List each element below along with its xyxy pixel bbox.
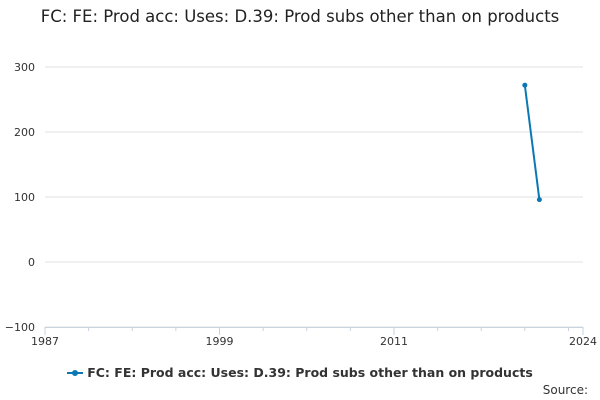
y-tick-label: 200 [14, 126, 35, 139]
legend: FC: FE: Prod acc: Uses: D.39: Prod subs … [0, 365, 600, 381]
legend-label: FC: FE: Prod acc: Uses: D.39: Prod subs … [87, 365, 533, 380]
data-point[interactable] [522, 82, 528, 88]
data-point[interactable] [536, 197, 542, 203]
x-axis-tick-labels: 1987 1999 2011 2024 [31, 335, 597, 348]
x-tick-label: 1999 [205, 335, 233, 348]
source-label: Source: [542, 383, 588, 397]
gridlines [45, 66, 583, 328]
series-lines [522, 82, 542, 203]
series-line [523, 85, 541, 200]
x-tick-label: 2011 [380, 335, 408, 348]
x-tick-label: 2024 [569, 335, 597, 348]
legend-swatch-icon [67, 368, 84, 378]
y-tick-label: 300 [14, 61, 35, 74]
y-tick-label: 0 [28, 256, 35, 269]
y-axis-tick-labels: 300 200 100 0 −100 [5, 61, 35, 334]
y-tick-label: −100 [5, 321, 35, 334]
x-tick-label: 1987 [31, 335, 59, 348]
chart-title: FC: FE: Prod acc: Uses: D.39: Prod subs … [40, 7, 560, 26]
y-tick-label: 100 [14, 191, 35, 204]
legend-item[interactable]: FC: FE: Prod acc: Uses: D.39: Prod subs … [67, 365, 533, 380]
x-axis [44, 327, 584, 335]
